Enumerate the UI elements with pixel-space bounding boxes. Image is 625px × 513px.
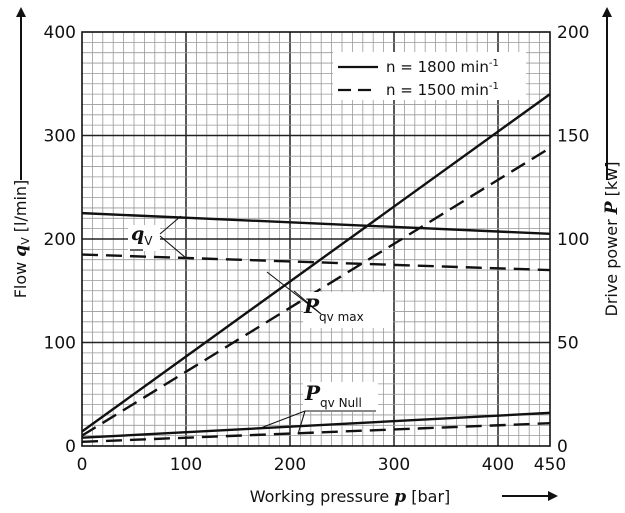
y-left-tick-label: 300 [44, 127, 76, 147]
y-left-axis-label: Flow qV [l/min] [11, 180, 32, 299]
legend: n = 1800 min-1 n = 1500 min-1 [333, 52, 526, 100]
series-line-4 [81, 411, 551, 439]
annotation-pqv-max-sub: qv max [319, 310, 364, 324]
legend-text-1800: n = 1800 min [386, 58, 489, 76]
y-left-label-prefix: Flow [11, 257, 30, 299]
annotation-pqv-null-sub: qv Null [320, 396, 362, 410]
x-axis-label: Working pressure p [bar] [250, 487, 451, 507]
x-tick-label: 450 [534, 455, 566, 475]
annotation-qv-leader-2 [159, 235, 187, 259]
series-line-1 [81, 253, 551, 272]
x-axis-label-prefix: Working pressure [250, 487, 395, 506]
legend-sup-1500: -1 [489, 81, 499, 92]
x-axis-label-suffix: [bar] [406, 487, 450, 506]
y-right-tick-label: 0 [557, 437, 568, 457]
annotation-qv-label: qV [131, 223, 153, 248]
annotation-qv-symbol: q [131, 223, 144, 245]
y-right-tick-label: 100 [557, 230, 589, 250]
series-group [81, 93, 551, 444]
y-left-tick-label: 200 [44, 230, 76, 250]
annotation-qv-leader-1 [159, 215, 182, 235]
annotation-qv-bg [128, 225, 160, 251]
y-right-axis-label: Drive power P [kw] [602, 162, 622, 317]
annotation-pqv-null-leader-2 [297, 410, 306, 435]
series-line-3 [81, 146, 551, 437]
series-line-2 [81, 93, 551, 433]
y-left-tick-label: 400 [44, 23, 76, 43]
legend-sup-1800: -1 [489, 58, 499, 69]
grid [82, 32, 550, 446]
annotation-qv: qV [128, 215, 187, 259]
annotation-pqv-max-bg [303, 292, 393, 328]
y-left-tick-label: 0 [65, 437, 76, 457]
annotation-pqv-max-leader-2 [293, 290, 322, 315]
legend-text-1500: n = 1500 min [386, 81, 489, 99]
y-right-tick-label: 150 [557, 127, 589, 147]
y-left-label-symbol: q [11, 245, 31, 257]
y-right-tick-label: 50 [557, 334, 579, 354]
x-tick-label: 0 [77, 455, 88, 475]
x-axis-label-symbol: p [394, 487, 406, 507]
y-right-label-prefix: Drive power [602, 214, 621, 316]
y-left-tick-label: 100 [44, 334, 76, 354]
legend-entry-1500: n = 1500 min-1 [386, 81, 499, 99]
series-line-5 [81, 422, 551, 444]
y-right-tick-label: 200 [557, 23, 589, 43]
annotation-pqv-null-label: Pqv Null [304, 381, 362, 410]
x-tick-label: 200 [274, 455, 306, 475]
x-tick-label: 100 [170, 455, 202, 475]
series-line-0 [81, 211, 551, 236]
annotation-qv-sub: V [144, 234, 153, 248]
annotation-pqv-null-symbol: P [304, 381, 321, 405]
plot-frame [81, 31, 551, 447]
legend-box [333, 52, 526, 100]
legend-entry-1800: n = 1800 min-1 [386, 58, 499, 76]
tick-labels: 0 100 200 300 400 450010020030040005010015020… [44, 23, 590, 475]
annotation-pqv-null: Pqv Null [257, 381, 378, 435]
annotation-pqv-null-leader-1 [257, 410, 306, 430]
y-left-label-sub: V [19, 237, 32, 245]
y-right-label-symbol: P [602, 200, 622, 215]
annotation-pqv-max: Pqv max [266, 271, 393, 328]
x-tick-label: 300 [378, 455, 410, 475]
x-tick-label: 400 [482, 455, 514, 475]
annotation-pqv-null-bg [303, 382, 378, 412]
y-right-label-suffix: [kw] [602, 162, 621, 202]
y-left-label-suffix: [l/min] [11, 180, 30, 238]
